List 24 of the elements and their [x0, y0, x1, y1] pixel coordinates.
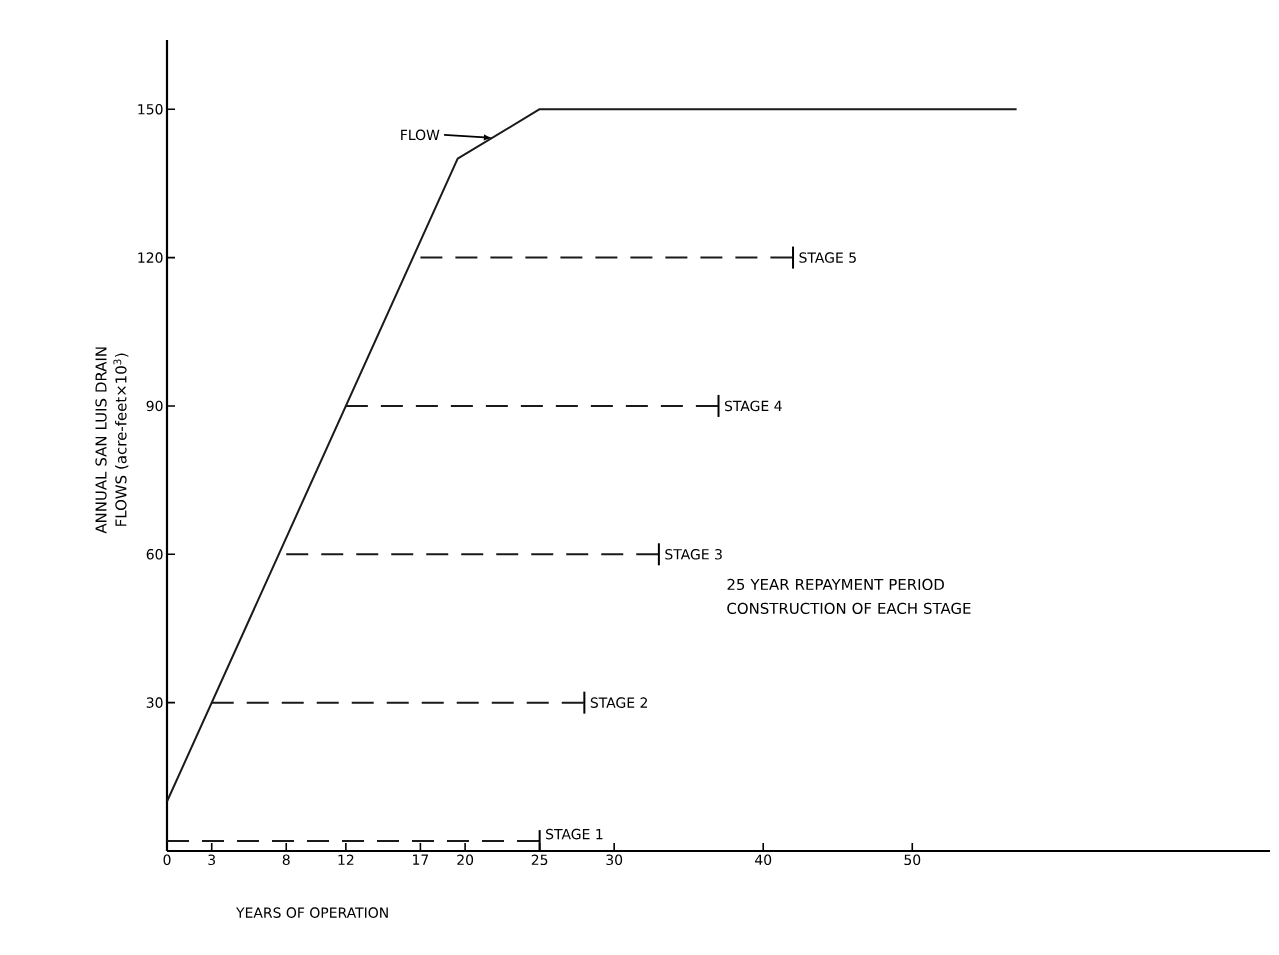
- x-tick-label: 25: [531, 854, 548, 866]
- x-tick-label: 12: [338, 854, 354, 865]
- series-label: STAGE 1: [546, 828, 603, 840]
- x-tick-label: 30: [606, 854, 623, 866]
- x-tick-label: 0: [163, 854, 171, 866]
- series-label: STAGE 4: [724, 400, 782, 412]
- x-axis-title: YEARS OF OPERATION: [236, 907, 388, 918]
- y-tick-label: 150: [138, 103, 163, 115]
- y-axis-title: ANNUAL SAN LUIS DRAIN FLOWS (acre-feet×10$^{3}$): [95, 347, 129, 534]
- x-tick-label: 50: [904, 854, 921, 866]
- x-tick-label: 40: [755, 854, 772, 866]
- x-tick-label: 3: [208, 854, 216, 866]
- y-tick-label: 30: [146, 697, 163, 708]
- y-tick-label: 60: [146, 549, 163, 560]
- y-tick-label: 90: [146, 400, 163, 412]
- x-tick-label: 17: [413, 854, 429, 865]
- x-tick-label: 20: [457, 854, 474, 866]
- y-tick-label: 120: [138, 252, 163, 263]
- series-label: STAGE 5: [799, 252, 856, 263]
- series-label: FLOW: [401, 129, 440, 141]
- x-tick-label: 8: [282, 854, 290, 866]
- series-label: STAGE 2: [590, 697, 647, 708]
- series-label: STAGE 3: [665, 549, 722, 560]
- annotation: 25 YEAR REPAYMENT PERIOD CONSTRUCTION OF EACH STAGE: [727, 578, 971, 614]
